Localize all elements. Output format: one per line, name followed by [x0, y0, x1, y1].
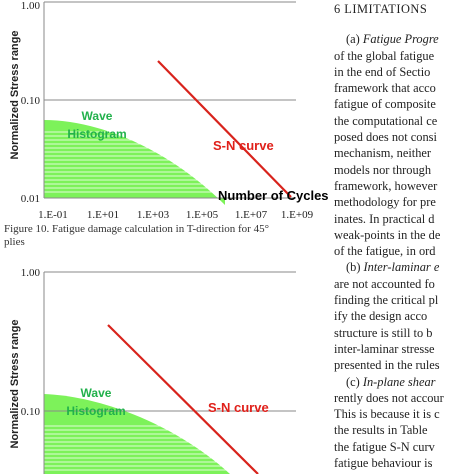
y-axis-label-1: Normalized Stress range	[9, 31, 21, 160]
y-tick-4: 1.00	[21, 267, 41, 279]
text-line: ify the design acco	[334, 309, 428, 324]
sn-curve-line-2	[107, 324, 259, 474]
sn-curve-label-2: S-N curve	[208, 400, 269, 415]
text-line: fatigue behaviour is	[334, 456, 433, 471]
text-line: presented in the rules	[334, 358, 440, 373]
text-line: rently does not accour	[334, 390, 444, 405]
right-column-text: 6 LIMITATIONS (a) Fatigue Progre of the g…	[334, 0, 474, 474]
section-heading: 6 LIMITATIONS	[334, 2, 428, 16]
text-line: inter-laminar stresse	[334, 341, 435, 356]
text-line: of the global fatigue	[334, 48, 435, 63]
x-tick-4: 1.E+05	[186, 209, 219, 221]
text-line: (c) In-plane shear	[346, 374, 436, 389]
text-line: (a) Fatigue Progre	[346, 32, 439, 47]
x-axis-label-1: Number of Cycles	[218, 188, 329, 203]
text-line: posed does not consi	[334, 130, 437, 145]
text-line: the fatigue S-N curv	[334, 439, 435, 454]
text-line: the results in Table	[334, 423, 428, 438]
sn-curve-label-1: S-N curve	[213, 138, 274, 153]
y-tick-5: 0.10	[21, 406, 41, 418]
text-line: (b) Inter-laminar e	[346, 260, 440, 275]
text-line: fatigue of composite	[334, 97, 436, 112]
y-tick-1: 1.00	[21, 0, 41, 12]
wave-label-1: Wave	[82, 109, 113, 123]
text-line: weak-points in the de	[334, 227, 441, 242]
text-line: in the end of Sectio	[334, 64, 431, 79]
text-line: the computational ce	[334, 113, 438, 128]
figure-11-chart: 1.00 0.10 Normalized Stress range Wave H…	[0, 256, 330, 474]
histogram-label-2: Histogram	[66, 404, 125, 418]
text-line: finding the critical pl	[334, 293, 439, 308]
text-line: structure is still to b	[334, 325, 433, 340]
x-tick-3: 1.E+03	[137, 209, 170, 221]
right-column-lines: (a) Fatigue Progre of the global fatigue i…	[334, 31, 474, 471]
figure-10-caption: Figure 10. Fatigue damage calculation in…	[4, 223, 324, 249]
histogram-label-1: Histogram	[67, 127, 126, 141]
text-line: models nor through	[334, 162, 432, 177]
text-line: inates. In practical d	[334, 211, 435, 226]
text-line: mechanism, neither	[334, 146, 432, 161]
caption-line-1: Figure 10. Fatigue damage calculation in…	[4, 223, 269, 235]
figure-10-svg: 1.00 0.10 0.01 1.E-01 1.E+01 1.E+03 1.E+…	[9, 0, 329, 221]
wave-label-2: Wave	[81, 386, 112, 400]
x-tick-1: 1.E-01	[38, 209, 68, 221]
x-tick-2: 1.E+01	[87, 209, 119, 221]
histogram-bins-1	[44, 131, 230, 193]
histogram-bins-2	[44, 425, 235, 471]
text-line: framework, however	[334, 178, 438, 193]
figure-11-svg: 1.00 0.10 Normalized Stress range Wave H…	[9, 267, 296, 474]
text-line: methodology for pre	[334, 195, 436, 210]
x-tick-5: 1.E+07	[235, 209, 268, 221]
y-tick-3: 0.01	[21, 193, 40, 205]
figure-10-chart: 1.00 0.10 0.01 1.E-01 1.E+01 1.E+03 1.E+…	[0, 0, 330, 222]
sn-curve-line-1	[157, 60, 292, 198]
text-line: of the fatigue, in ord	[334, 244, 436, 259]
y-tick-2: 0.10	[21, 95, 41, 107]
text-line: framework that acco	[334, 81, 436, 96]
text-line: are not accounted fo	[334, 276, 435, 291]
text-line: This is because it is c	[334, 407, 440, 422]
caption-line-2: plies	[4, 236, 25, 248]
x-tick-6: 1.E+09	[281, 209, 314, 221]
y-axis-label-2: Normalized Stress range	[9, 320, 21, 449]
